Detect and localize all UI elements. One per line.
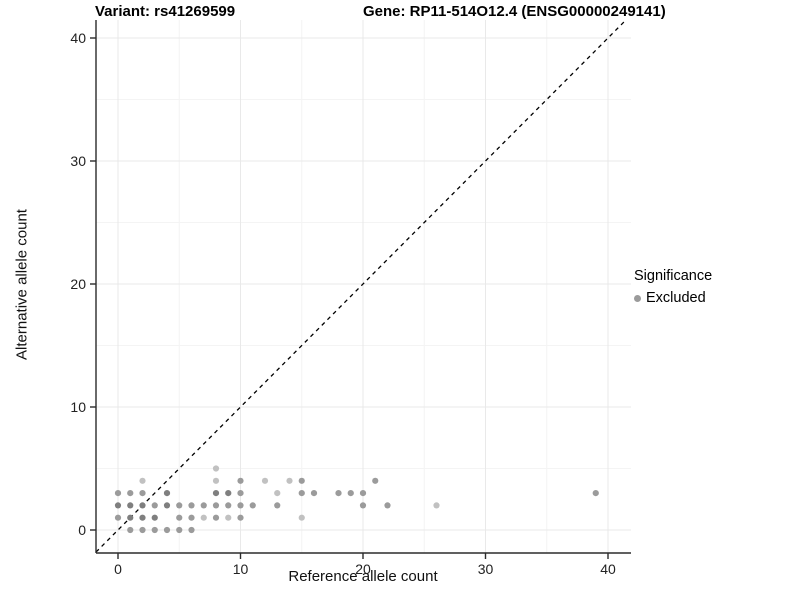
data-point [139, 526, 146, 534]
data-point [298, 477, 305, 484]
data-point [359, 490, 367, 497]
data-point [127, 502, 134, 509]
data-point [188, 502, 195, 509]
y-tick-label: 20 [70, 276, 86, 292]
data-point [176, 526, 183, 534]
data-point [212, 514, 220, 521]
y-tick-label: 0 [78, 522, 86, 538]
data-point [163, 502, 171, 509]
data-point [225, 490, 232, 497]
data-point [176, 514, 183, 521]
data-point [237, 502, 244, 509]
data-point [139, 477, 146, 484]
x-tick-label: 30 [477, 561, 494, 577]
data-point [176, 502, 183, 509]
data-point [237, 490, 244, 497]
data-point [433, 502, 440, 509]
data-point [286, 477, 293, 484]
data-point [188, 514, 195, 521]
y-axis-title: Alternative allele count [13, 209, 31, 360]
legend-item-label: Excluded [646, 290, 706, 306]
data-point [212, 502, 220, 509]
data-point [592, 490, 599, 497]
x-tick-label: 0 [114, 561, 122, 577]
x-tick-label: 20 [355, 561, 371, 577]
identity-reference-line [95, 19, 627, 553]
legend-item-excluded: Excluded [634, 290, 712, 306]
data-point [384, 502, 391, 509]
y-tick-label: 10 [70, 399, 86, 415]
data-point [163, 490, 171, 497]
y-tick-label: 30 [70, 153, 86, 169]
data-point [347, 490, 354, 497]
data-point [139, 514, 146, 521]
data-point [139, 502, 146, 509]
data-point [151, 526, 158, 534]
data-point [225, 502, 232, 509]
legend-title: Significance [634, 268, 713, 284]
data-point [200, 514, 207, 521]
data-point [127, 526, 134, 534]
data-point [212, 465, 220, 472]
x-axis-title: Reference allele count [288, 568, 438, 585]
data-point [151, 502, 158, 509]
data-point [114, 490, 122, 497]
data-point [212, 477, 220, 484]
data-point [298, 514, 305, 521]
data-point [127, 514, 134, 521]
data-point [237, 477, 244, 484]
data-point [139, 490, 146, 497]
data-point [225, 514, 232, 521]
x-tick-label: 40 [600, 561, 616, 577]
data-point [114, 502, 122, 509]
gene-title: Gene: RP11-514O12.4 (ENSG00000249141) [363, 3, 666, 20]
data-point [114, 514, 122, 521]
data-point [310, 490, 318, 497]
legend: Significance Excluded [634, 268, 712, 306]
excluded-point-icon [634, 294, 641, 302]
data-point [212, 490, 220, 497]
data-point [237, 514, 244, 521]
data-point [200, 502, 207, 509]
data-point [163, 526, 171, 534]
data-point [359, 502, 367, 509]
data-point [298, 490, 305, 497]
data-point [188, 526, 195, 534]
data-point [274, 490, 281, 497]
data-point [151, 514, 158, 521]
data-point [335, 490, 342, 497]
data-point [372, 477, 379, 484]
data-point [127, 490, 134, 497]
data-point [249, 502, 256, 509]
data-point [261, 477, 269, 484]
y-tick-label: 40 [70, 30, 86, 46]
data-point [274, 502, 281, 509]
variant-title: Variant: rs41269599 [95, 3, 236, 20]
x-tick-label: 10 [232, 561, 249, 577]
